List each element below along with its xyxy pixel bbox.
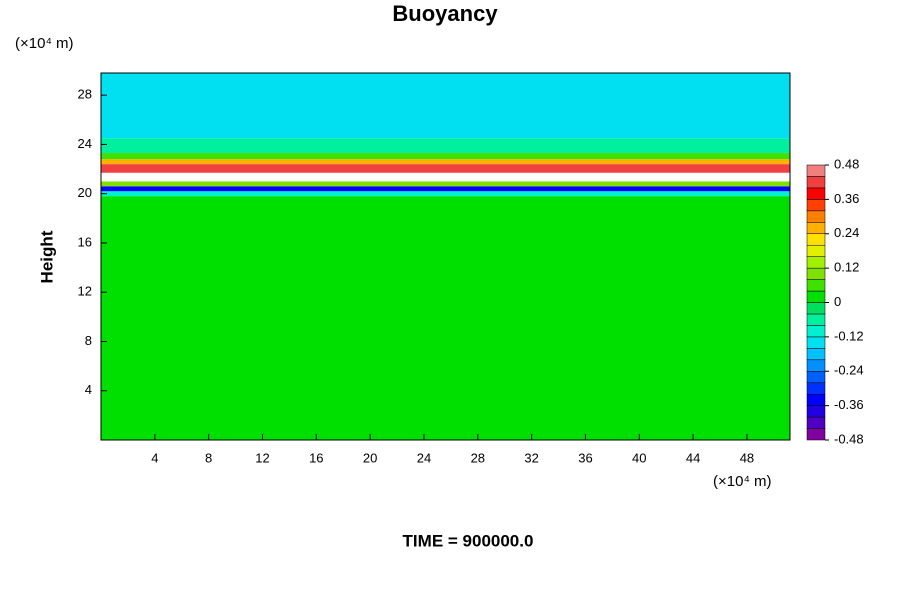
colorbar-cell [806, 279, 826, 292]
field-band [101, 153, 790, 160]
colorbar-cell [806, 164, 826, 177]
field-band [101, 164, 790, 173]
x-tick-label: 48 [740, 450, 754, 465]
y-tick-label: 20 [78, 185, 92, 200]
field-band [101, 196, 790, 440]
colorbar-cell [806, 233, 826, 246]
colorbar-cell [806, 210, 826, 223]
y-tick-label: 8 [85, 333, 92, 348]
colorbar-tick-label: -0.36 [834, 397, 864, 412]
colorbar-cell [806, 393, 826, 406]
field-band [101, 159, 790, 165]
colorbar-cell [806, 348, 826, 361]
colorbar-cell [806, 382, 826, 395]
field-band [101, 181, 790, 187]
colorbar-tick-label: 0.12 [834, 260, 859, 275]
field-band [101, 172, 790, 182]
colorbar-cell [806, 256, 826, 269]
x-tick-label: 28 [471, 450, 485, 465]
x-tick-label: 4 [151, 450, 158, 465]
plot-frame [100, 72, 791, 441]
colorbar-cell [806, 222, 826, 235]
x-tick-label: 16 [309, 450, 323, 465]
y-tick-label: 16 [78, 234, 92, 249]
x-tick-label: 44 [686, 450, 700, 465]
colorbar-cell [806, 199, 826, 212]
colorbar-tick-label: -0.48 [834, 431, 864, 446]
x-tick-label: 24 [417, 450, 431, 465]
colorbar-tick-label: 0.24 [834, 225, 859, 240]
y-unit: (×10⁴ m) [15, 35, 74, 52]
x-unit: (×10⁴ m) [713, 473, 772, 490]
colorbar-tick-label: 0.48 [834, 156, 859, 171]
colorbar-tick-label: 0 [834, 294, 841, 309]
y-tick-label: 28 [78, 87, 92, 102]
colorbar-tick-label: 0.36 [834, 191, 859, 206]
y-axis-label: Height [37, 230, 56, 283]
y-tick-label: 12 [78, 284, 92, 299]
colorbar-cell [806, 405, 826, 418]
x-tick-label: 40 [632, 450, 646, 465]
x-tick-label: 12 [255, 450, 269, 465]
colorbar-tick-label: -0.12 [834, 328, 864, 343]
colorbar-tick-label: -0.24 [834, 363, 864, 378]
field-band [101, 138, 790, 154]
colorbar-cell [806, 187, 826, 200]
x-tick-label: 20 [363, 450, 377, 465]
x-tick-label: 32 [524, 450, 538, 465]
colorbar-cell [806, 371, 826, 383]
chart-title: Buoyancy [392, 1, 498, 26]
colorbar-cell [806, 336, 826, 349]
colorbar-cell [806, 176, 826, 189]
colorbar-cell [806, 416, 826, 429]
y-tick-label: 24 [78, 136, 92, 151]
field-band [101, 191, 790, 197]
x-tick-label: 36 [578, 450, 592, 465]
time-label: TIME = 900000.0 [403, 531, 534, 550]
colorbar-cell [806, 244, 826, 257]
field-band [101, 186, 790, 192]
colorbar-cell [806, 428, 826, 441]
colorbar-cell [806, 313, 826, 326]
x-tick-label: 8 [205, 450, 212, 465]
y-tick-label: 4 [85, 382, 92, 397]
colorbar-cell [806, 359, 826, 372]
colorbar-cell [806, 290, 826, 303]
field-band [101, 73, 790, 139]
colorbar-cell [806, 267, 826, 280]
colorbar-cell [806, 325, 826, 338]
colorbar-cell [806, 302, 826, 315]
